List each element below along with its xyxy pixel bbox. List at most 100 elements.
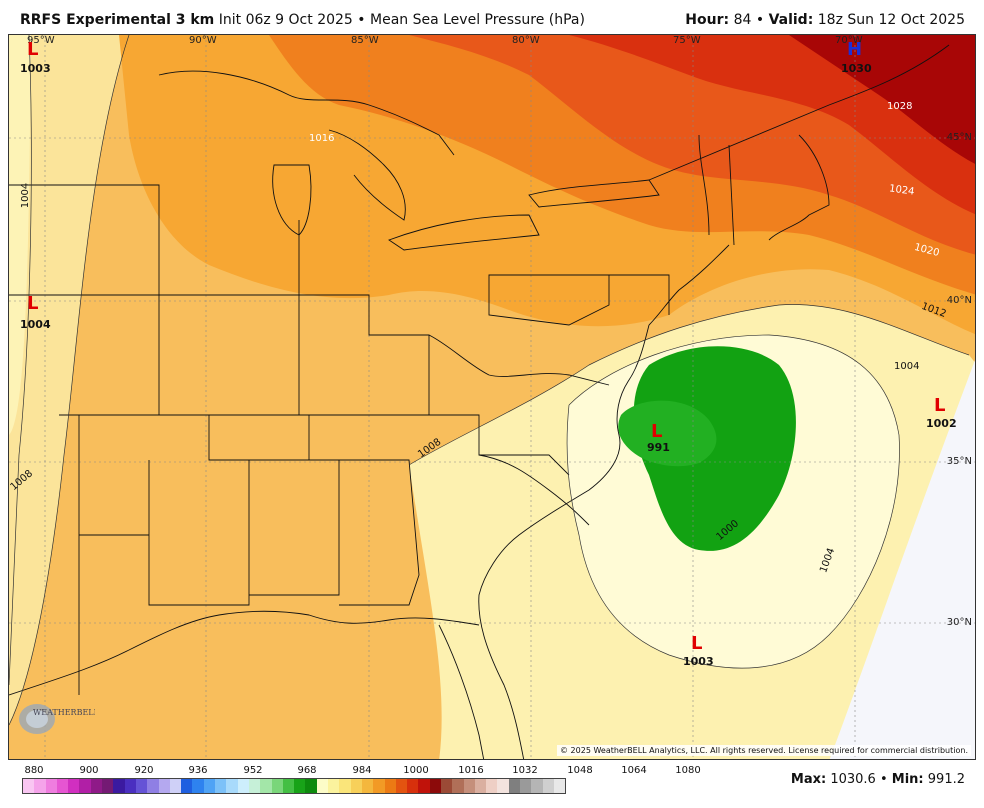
legend-swatch [56,779,69,793]
product-name: Mean Sea Level Pressure (hPa) [370,12,585,28]
legend-swatch [520,779,532,793]
lon-label-70: 70°W [835,35,863,46]
valid-time-header: Hour: 84 • Valid: 18z Sun 12 Oct 2025 [685,12,965,28]
valid-value: 18z Sun 12 Oct 2025 [817,12,965,28]
field-stats: Max: 1030.6 • Min: 991.2 [791,772,965,787]
legend-swatch [361,779,374,793]
high-center-value: 1030 [841,62,872,75]
legend-label: 968 [297,765,317,776]
stats-separator: • [879,772,888,787]
pressure-field [9,35,975,759]
legend-swatch [497,779,509,793]
valid-label: Valid: [768,12,814,28]
legend-swatch [339,779,351,793]
low-center-value: 991 [647,441,670,454]
state-borders [9,44,950,759]
graticule [9,35,975,759]
legend-swatch [23,779,35,793]
legend-swatch [282,779,295,793]
legend-swatch [395,779,408,793]
max-label: Max: [790,772,827,787]
legend-swatch [328,779,340,793]
legend-swatch [407,779,419,793]
legend-swatch [463,779,475,793]
min-label: Min: [891,772,924,787]
weatherbell-logo: WEATHERBELL [19,704,95,734]
legend-swatch [486,779,498,793]
lon-label-85: 85°W [351,35,379,46]
legend-swatch [294,779,306,793]
isobar-label: 1016 [309,133,335,144]
low-center-marker: L [934,395,946,416]
lon-label-75: 75°W [673,35,701,46]
legend-swatch [452,779,464,793]
copyright-notice: © 2025 WeatherBELL Analytics, LLC. All r… [557,745,971,756]
legend-swatch [248,779,261,793]
legend-swatch [542,779,554,793]
legend-swatch [226,779,238,793]
max-value: 1030.6 [830,772,876,787]
legend-label: 1000 [403,765,429,776]
pressure-band-west [9,35,129,725]
model-name: RRFS Experimental 3 km [20,12,215,28]
low-center-value: 1003 [20,62,51,75]
isobar-label: 1004 [20,182,32,209]
init-time: Init 06z 9 Oct 2025 [218,12,353,28]
pressure-map: 95°W 90°W 85°W 80°W 75°W 70°W 45°N 40°N … [8,34,976,760]
title-separator: • [357,12,366,28]
legend-swatch [79,779,91,793]
legend-swatch [508,779,521,793]
hour-value: 84 [733,12,752,28]
legend-label: 936 [188,765,208,776]
color-scale-legend [22,778,567,794]
legend-label: 1032 [512,765,538,776]
legend-swatch [553,779,566,793]
valid-separator: • [755,12,765,28]
legend-swatch [215,779,227,793]
legend-swatch [68,779,80,793]
lat-label-35: 35°N [946,456,972,467]
legend-swatch [45,779,57,793]
svg-text:WEATHERBELL: WEATHERBELL [33,708,95,717]
hour-label: Hour: [685,12,730,28]
high-center-marker: H [847,39,863,60]
legend-swatch [418,779,430,793]
legend-swatch [316,779,329,793]
pressure-band-991 [618,400,717,467]
low-center-marker: L [27,293,39,314]
low-center-value: 1004 [20,318,51,331]
legend-label: 920 [134,765,154,776]
legend-swatch [113,779,125,793]
min-value: 991.2 [927,772,965,787]
legend-swatch [181,779,193,793]
out-of-domain [829,360,975,759]
legend-labels: 880 900 920 936 952 968 984 1000 1016 10… [22,765,702,777]
legend-swatch [158,779,170,793]
legend-swatch [203,779,216,793]
low-center-marker: L [651,421,663,442]
legend-swatch [102,779,114,793]
map-title: RRFS Experimental 3 km Init 06z 9 Oct 20… [20,12,585,28]
legend-label: 1080 [675,765,701,776]
lat-label-40: 40°N [946,295,972,306]
legend-swatch [237,779,249,793]
lat-label-30: 30°N [946,617,972,628]
legend-swatch [305,779,317,793]
legend-label: 1016 [458,765,484,776]
legend-swatch [474,779,487,793]
isobar-label: 1028 [887,101,913,112]
legend-label: 952 [243,765,263,776]
low-center-marker: L [27,39,39,60]
legend-swatch [384,779,396,793]
lon-label-90: 90°W [189,35,217,46]
legend-swatch [271,779,283,793]
legend-swatch [34,779,46,793]
low-center-value: 1002 [926,417,957,430]
legend-label: 880 [24,765,44,776]
legend-label: 1064 [621,765,647,776]
low-center-marker: L [691,633,703,654]
legend-swatch [124,779,136,793]
legend-swatch [429,779,441,793]
isobar-label: 1004 [894,361,920,372]
low-center-value: 1003 [683,655,714,668]
